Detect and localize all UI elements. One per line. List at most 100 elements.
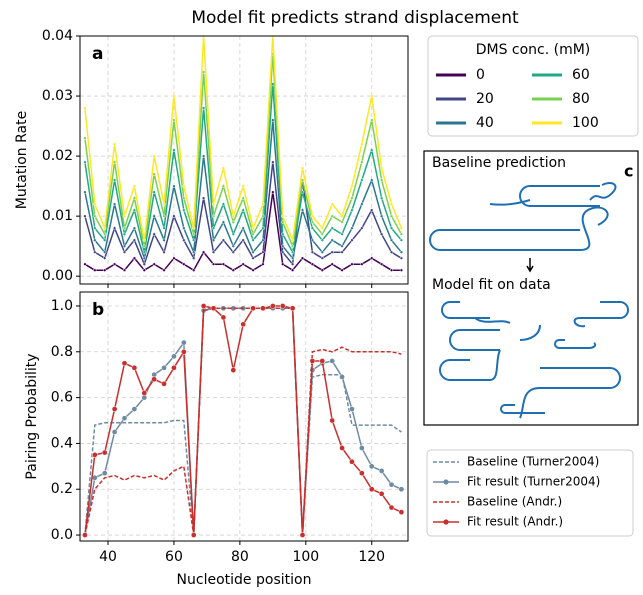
point	[220, 314, 227, 321]
point	[389, 238, 394, 242]
point	[211, 214, 216, 218]
legend-label: 80	[572, 91, 590, 107]
point	[300, 256, 305, 260]
point	[389, 268, 394, 272]
point	[83, 136, 87, 140]
y-tick-label: 0.6	[51, 390, 73, 406]
point	[261, 214, 265, 218]
point	[289, 305, 296, 312]
legend-label: 60	[572, 67, 590, 83]
point	[339, 374, 345, 380]
point	[281, 250, 285, 254]
point	[162, 268, 166, 272]
panel-c-label: c	[624, 162, 633, 181]
hairpin	[573, 301, 629, 328]
point	[310, 250, 315, 254]
hairpin	[439, 349, 501, 381]
hairpin	[429, 206, 609, 251]
point	[172, 214, 176, 218]
point	[210, 305, 217, 312]
panel-c: Baseline prediction c Model fit on data	[423, 150, 639, 426]
point	[103, 232, 107, 236]
point	[260, 305, 266, 312]
point	[340, 250, 344, 254]
point	[398, 486, 405, 493]
panel-c-bottom-text: Model fit on data	[432, 277, 551, 293]
y-tick-label: 0.4	[51, 435, 73, 451]
point	[399, 250, 404, 254]
series-line	[84, 307, 402, 536]
series-line	[84, 305, 402, 536]
point	[162, 202, 166, 206]
point	[103, 238, 107, 242]
point	[83, 190, 87, 194]
point	[131, 364, 138, 371]
point	[211, 262, 216, 266]
panel-c-top-text: Baseline prediction	[432, 155, 566, 171]
point	[350, 196, 354, 200]
point	[142, 244, 146, 248]
point	[360, 178, 364, 182]
point	[290, 262, 295, 266]
point	[112, 160, 117, 164]
point	[370, 148, 374, 152]
point	[360, 202, 364, 206]
point	[358, 445, 365, 451]
point	[192, 256, 196, 260]
point	[101, 449, 108, 456]
point	[132, 208, 137, 212]
axes-frame	[79, 35, 409, 285]
y-tick-label: 0.2	[51, 481, 73, 497]
point	[290, 244, 295, 248]
point	[161, 364, 167, 371]
point	[241, 184, 245, 188]
x-tick-label: 80	[231, 549, 249, 565]
point	[93, 226, 97, 230]
point	[83, 160, 87, 164]
point	[360, 262, 364, 266]
point	[230, 367, 237, 373]
point	[101, 470, 108, 477]
series-line	[84, 307, 402, 536]
point	[350, 184, 354, 188]
y-tick-label: 0.02	[42, 148, 73, 164]
point	[132, 226, 137, 230]
series-line	[84, 53, 403, 249]
point	[142, 268, 146, 272]
point	[271, 160, 275, 164]
point	[192, 238, 196, 242]
point	[182, 238, 186, 242]
arrow	[526, 258, 534, 273]
point	[211, 226, 216, 230]
point	[152, 190, 156, 194]
point	[281, 214, 285, 218]
y-tick-label: 0.04	[42, 28, 73, 44]
point	[379, 178, 384, 182]
point	[398, 509, 405, 515]
x-tick-label: 60	[165, 549, 183, 565]
legend-label: 100	[572, 115, 599, 131]
point	[171, 353, 177, 360]
point	[379, 262, 384, 266]
point	[201, 196, 206, 200]
point	[290, 268, 295, 272]
point	[320, 232, 324, 236]
point	[91, 452, 98, 458]
point	[261, 250, 265, 254]
point	[231, 250, 235, 254]
y-tick-label: 0.00	[42, 268, 73, 284]
point	[320, 256, 324, 260]
point	[281, 262, 285, 266]
point	[399, 256, 404, 260]
point	[122, 268, 127, 272]
point	[182, 226, 186, 230]
point	[349, 406, 355, 412]
point	[231, 268, 235, 272]
point	[190, 532, 197, 538]
point	[171, 364, 177, 371]
point	[310, 220, 315, 224]
point	[152, 172, 156, 176]
y-axis-label: Pairing Probability	[24, 353, 40, 479]
point	[152, 154, 156, 158]
legend-label: 20	[476, 91, 494, 107]
